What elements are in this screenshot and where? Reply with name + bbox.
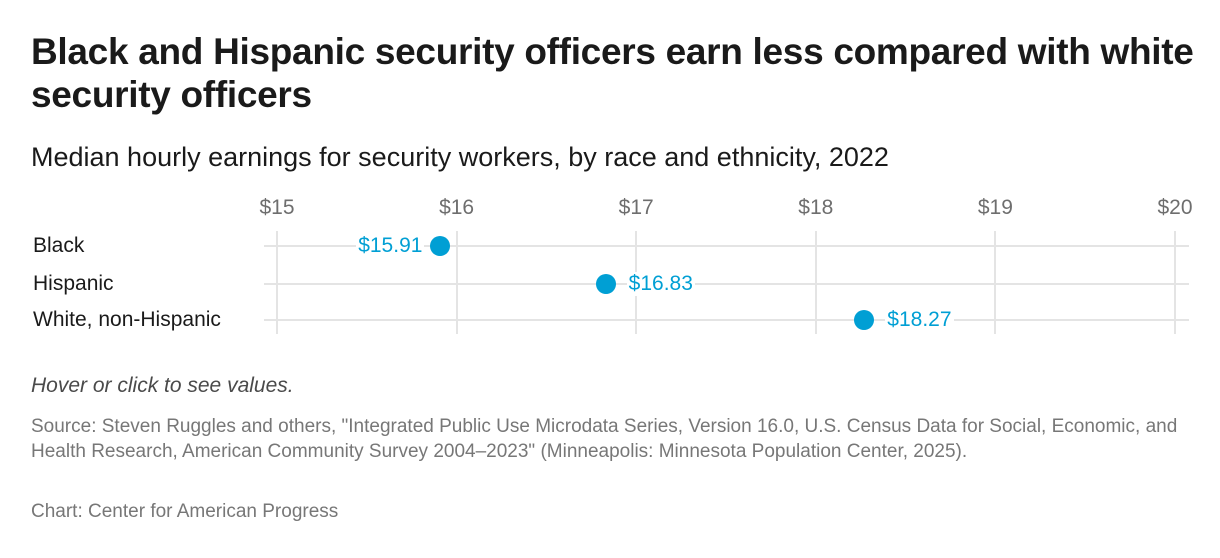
chart-credit: Chart: Center for American Progress [31,501,339,522]
row-gridline [264,319,1189,321]
x-tick-label: $15 [259,196,295,219]
category-label: White, non-Hispanic [33,308,221,331]
chart-subtitle: Median hourly earnings for security work… [31,142,889,172]
chart-source: Source: Steven Ruggles and others, "Inte… [31,416,1178,462]
x-tick-label: $16 [439,196,475,219]
x-gridline [994,231,997,334]
x-tick-label: $18 [798,196,834,219]
data-point[interactable] [854,310,875,330]
x-gridline [455,231,458,334]
category-label: Hispanic [33,272,114,295]
x-tick-label: $20 [1157,196,1193,219]
row-gridline [264,245,1189,247]
chart-notes: Hover or click to see values. [31,374,294,397]
x-tick-label: $17 [618,196,654,219]
data-point[interactable] [595,274,616,294]
value-label: $16.83 [626,272,695,296]
x-gridline [814,231,817,334]
x-gridline [1174,231,1176,334]
value-label: $15.91 [356,234,425,258]
row-gridline [264,283,1189,285]
x-gridline [276,231,278,334]
value-label: $18.27 [885,308,954,332]
dot-plot-chart: $15 $16 $17 $18 $19 $20 Black $15.91 Hispanic $16… [0,190,1220,350]
x-tick-label: $19 [977,196,1013,219]
data-point[interactable] [430,236,451,256]
chart-title: Black and Hispanic security officers ear… [31,31,1194,115]
category-label: Black [33,234,85,257]
